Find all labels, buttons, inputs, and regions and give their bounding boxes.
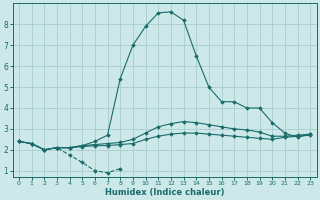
X-axis label: Humidex (Indice chaleur): Humidex (Indice chaleur) [105,188,224,197]
